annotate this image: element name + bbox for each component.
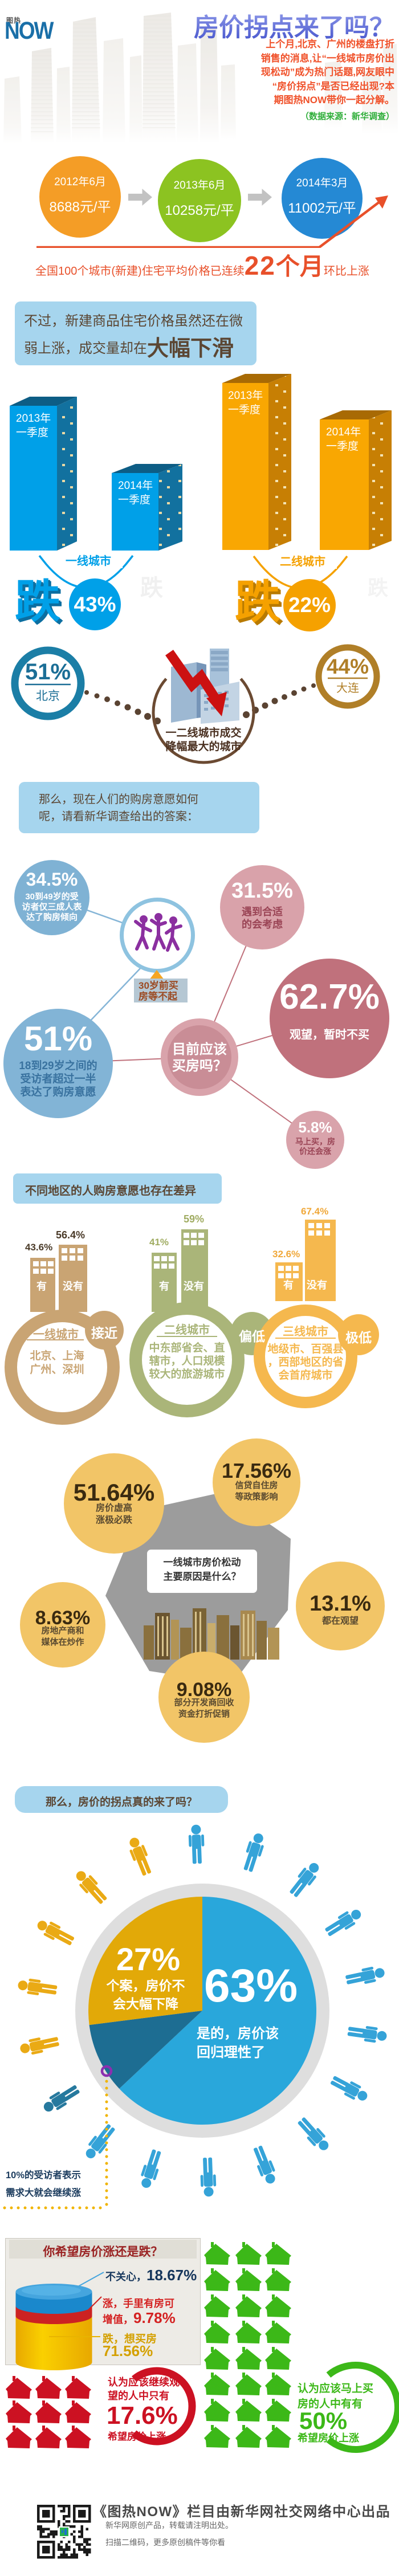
svg-text:跌: 跌 [368,576,388,600]
svg-text:44%: 44% [327,655,369,678]
svg-text:大连: 大连 [336,682,359,695]
svg-text:跌: 跌 [140,576,163,601]
svg-text:51%: 51% [25,659,71,684]
svg-text:北京: 北京 [36,690,60,703]
